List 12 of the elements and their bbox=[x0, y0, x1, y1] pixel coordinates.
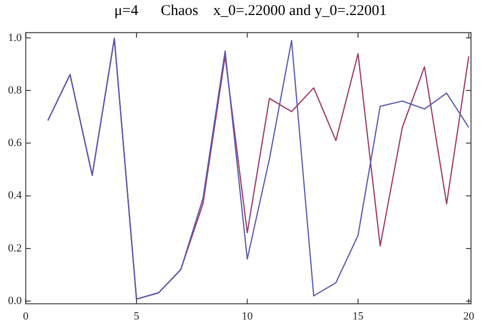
x-tick-label: 0 bbox=[23, 310, 29, 322]
y-tick-label: 0.8 bbox=[8, 84, 22, 96]
chart-title: μ=4 Chaos x_0=.22000 and y_0=.22001 bbox=[113, 2, 388, 21]
x-tick-label: 15 bbox=[352, 310, 364, 322]
y-tick-label: 0.6 bbox=[8, 137, 22, 150]
x-tick-label: 10 bbox=[242, 310, 254, 322]
x-tick-label: 20 bbox=[463, 310, 475, 322]
y-tick-label: 0.2 bbox=[8, 242, 22, 254]
y-tick-label: 0.0 bbox=[8, 295, 22, 308]
y-tick-label: 1.0 bbox=[8, 32, 22, 44]
x-tick-label: 5 bbox=[134, 310, 140, 322]
y-tick-label: 0.4 bbox=[8, 190, 22, 202]
